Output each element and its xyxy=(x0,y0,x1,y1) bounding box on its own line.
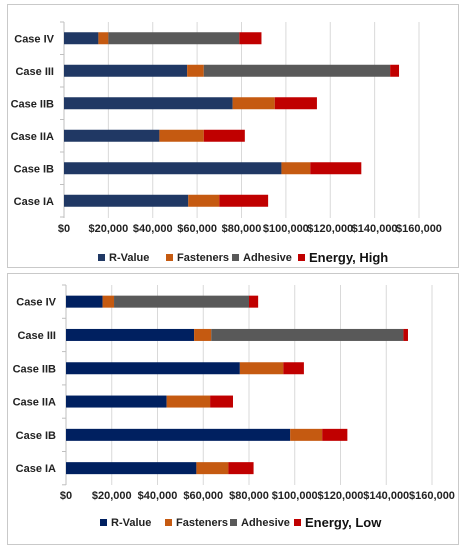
x-tick-label: $60,000 xyxy=(177,223,217,235)
bar-segment xyxy=(390,64,400,77)
bar-segment xyxy=(211,328,404,341)
x-tick-label: $80,000 xyxy=(222,223,262,235)
bar-segment xyxy=(64,32,99,45)
bar-segment xyxy=(66,328,195,341)
x-tick-label: $160,000 xyxy=(409,490,455,502)
bar-segment xyxy=(239,362,284,375)
bar-segment xyxy=(310,162,362,175)
chart-top: Case IV Case III Case IIB Case IIA Case IB Ca… xyxy=(11,21,442,265)
x-tick-label: $40,000 xyxy=(138,490,178,502)
category-label: Case III xyxy=(17,330,56,342)
category-label: Case IB xyxy=(14,163,54,175)
chart-bottom: Case IV Case III Case IIB Case IIA Case IB Ca… xyxy=(13,284,455,530)
bar-segment xyxy=(114,295,249,308)
bar-segment xyxy=(64,64,188,77)
legend-label: Energy, Low xyxy=(305,515,382,530)
x-tick-label: $60,000 xyxy=(183,490,223,502)
bar-segment xyxy=(108,32,240,45)
legend-swatch xyxy=(298,254,305,261)
x-tick-label: $0 xyxy=(60,490,72,502)
bar-segment xyxy=(64,162,282,175)
x-tick-label: $20,000 xyxy=(88,223,128,235)
x-tick-label: $140,000 xyxy=(363,490,409,502)
bar-segment xyxy=(219,194,269,207)
x-tick-label: $100,000 xyxy=(263,223,309,235)
bar-segment xyxy=(64,129,160,142)
bar-segment xyxy=(281,162,311,175)
x-tick-label: $100,000 xyxy=(272,490,318,502)
legend-label: R-Value xyxy=(109,252,149,264)
bar-segment xyxy=(98,32,109,45)
bar-segment xyxy=(210,395,233,408)
bar-segment xyxy=(196,462,229,475)
bar-segment xyxy=(203,64,391,77)
legend-label: Energy, High xyxy=(309,250,388,265)
chart-bottom-panel: Case IV Case III Case IIB Case IIA Case IB Ca… xyxy=(7,273,459,545)
category-label: Case IIB xyxy=(11,98,54,110)
legend-label: R-Value xyxy=(111,517,151,529)
x-tick-label: $120,000 xyxy=(318,490,364,502)
x-tick-label: $80,000 xyxy=(229,490,269,502)
category-label: Case IIB xyxy=(13,363,56,375)
bar-segment xyxy=(188,194,220,207)
legend-label: Fasteners xyxy=(176,517,228,529)
legend-label: Fasteners xyxy=(177,252,229,264)
legend-swatch xyxy=(166,254,173,261)
legend-swatch xyxy=(230,519,237,526)
bar-segment xyxy=(322,428,348,441)
bar-segment xyxy=(187,64,204,77)
category-label: Case IA xyxy=(14,196,54,208)
x-tick-label: $40,000 xyxy=(133,223,173,235)
category-label: Case IIA xyxy=(11,131,54,143)
legend-label: Adhesive xyxy=(243,252,292,264)
bar-segment xyxy=(66,295,103,308)
bar-segment xyxy=(283,362,304,375)
legend-swatch xyxy=(100,519,107,526)
category-label: Case IB xyxy=(16,430,56,442)
bar-segment xyxy=(102,295,115,308)
legend-swatch xyxy=(232,254,239,261)
bar-segment xyxy=(66,395,167,408)
legend-swatch xyxy=(98,254,105,261)
bar-segment xyxy=(66,428,291,441)
bar-segment xyxy=(403,328,408,341)
x-tick-label: $160,000 xyxy=(396,223,442,235)
x-tick-label: $0 xyxy=(58,223,70,235)
bar-segment xyxy=(232,97,275,110)
category-label: Case IIA xyxy=(13,397,56,409)
category-label: Case IV xyxy=(14,33,54,45)
chart-top-panel: Case IV Case III Case IIB Case IIA Case IB Ca… xyxy=(7,4,459,268)
bar-segment xyxy=(228,462,254,475)
legend-label: Adhesive xyxy=(241,517,290,529)
bar-segment xyxy=(249,295,259,308)
bar-segment xyxy=(64,97,233,110)
category-label: Case III xyxy=(15,66,54,78)
bar-segment xyxy=(194,328,212,341)
bar-segment xyxy=(159,129,204,142)
category-label: Case IA xyxy=(16,463,56,475)
x-tick-label: $140,000 xyxy=(352,223,398,235)
legend-swatch xyxy=(165,519,172,526)
bar-segment xyxy=(203,129,245,142)
bar-segment xyxy=(166,395,211,408)
x-tick-label: $120,000 xyxy=(307,223,353,235)
bar-segment xyxy=(274,97,317,110)
bar-segment xyxy=(290,428,323,441)
x-tick-label: $20,000 xyxy=(92,490,132,502)
bar-segment xyxy=(66,462,197,475)
bar-segment xyxy=(66,362,240,375)
bar-segment xyxy=(239,32,262,45)
bar-segment xyxy=(64,194,189,207)
legend-swatch xyxy=(294,519,301,526)
category-label: Case IV xyxy=(16,297,56,309)
